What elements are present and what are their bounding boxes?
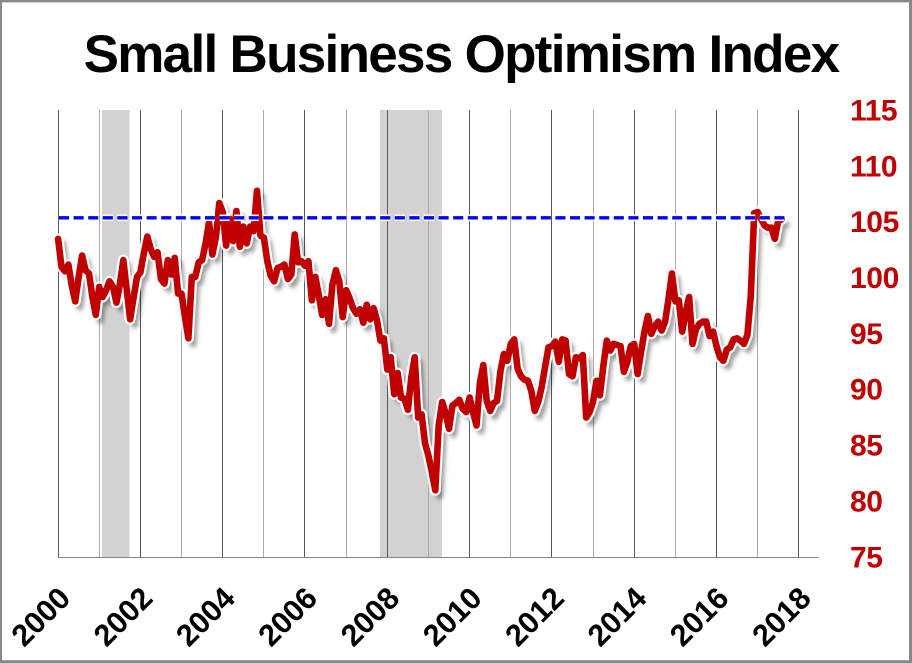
svg-text:95: 95 (850, 318, 883, 351)
svg-text:105: 105 (850, 206, 899, 239)
svg-text:75: 75 (850, 541, 883, 574)
svg-text:90: 90 (850, 374, 883, 407)
svg-text:110: 110 (850, 150, 897, 183)
svg-text:85: 85 (850, 430, 883, 463)
svg-text:80: 80 (850, 485, 883, 518)
svg-text:Small Business Optimism Index: Small Business Optimism Index (84, 25, 841, 84)
svg-text:115: 115 (850, 94, 897, 127)
svg-text:100: 100 (850, 262, 899, 295)
